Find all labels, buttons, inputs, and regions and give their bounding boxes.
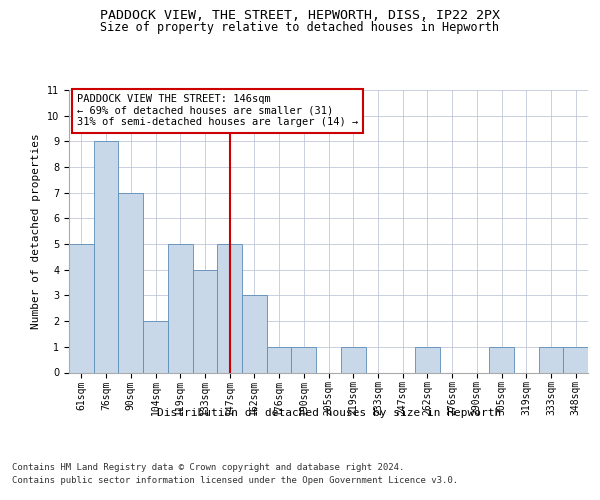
Y-axis label: Number of detached properties: Number of detached properties: [31, 134, 41, 329]
Text: PADDOCK VIEW, THE STREET, HEPWORTH, DISS, IP22 2PX: PADDOCK VIEW, THE STREET, HEPWORTH, DISS…: [100, 9, 500, 22]
Bar: [489, 347, 514, 372]
Bar: [415, 347, 440, 372]
Bar: [168, 244, 193, 372]
Bar: [94, 142, 118, 372]
Bar: [217, 244, 242, 372]
Text: PADDOCK VIEW THE STREET: 146sqm
← 69% of detached houses are smaller (31)
31% of: PADDOCK VIEW THE STREET: 146sqm ← 69% of…: [77, 94, 358, 128]
Bar: [563, 347, 588, 372]
Bar: [242, 296, 267, 372]
Text: Contains HM Land Registry data © Crown copyright and database right 2024.: Contains HM Land Registry data © Crown c…: [12, 462, 404, 471]
Bar: [69, 244, 94, 372]
Text: Size of property relative to detached houses in Hepworth: Size of property relative to detached ho…: [101, 21, 499, 34]
Bar: [193, 270, 217, 372]
Bar: [292, 347, 316, 372]
Bar: [118, 192, 143, 372]
Bar: [143, 321, 168, 372]
Text: Contains public sector information licensed under the Open Government Licence v3: Contains public sector information licen…: [12, 476, 458, 485]
Bar: [267, 347, 292, 372]
Bar: [341, 347, 365, 372]
Text: Distribution of detached houses by size in Hepworth: Distribution of detached houses by size …: [157, 408, 501, 418]
Bar: [539, 347, 563, 372]
